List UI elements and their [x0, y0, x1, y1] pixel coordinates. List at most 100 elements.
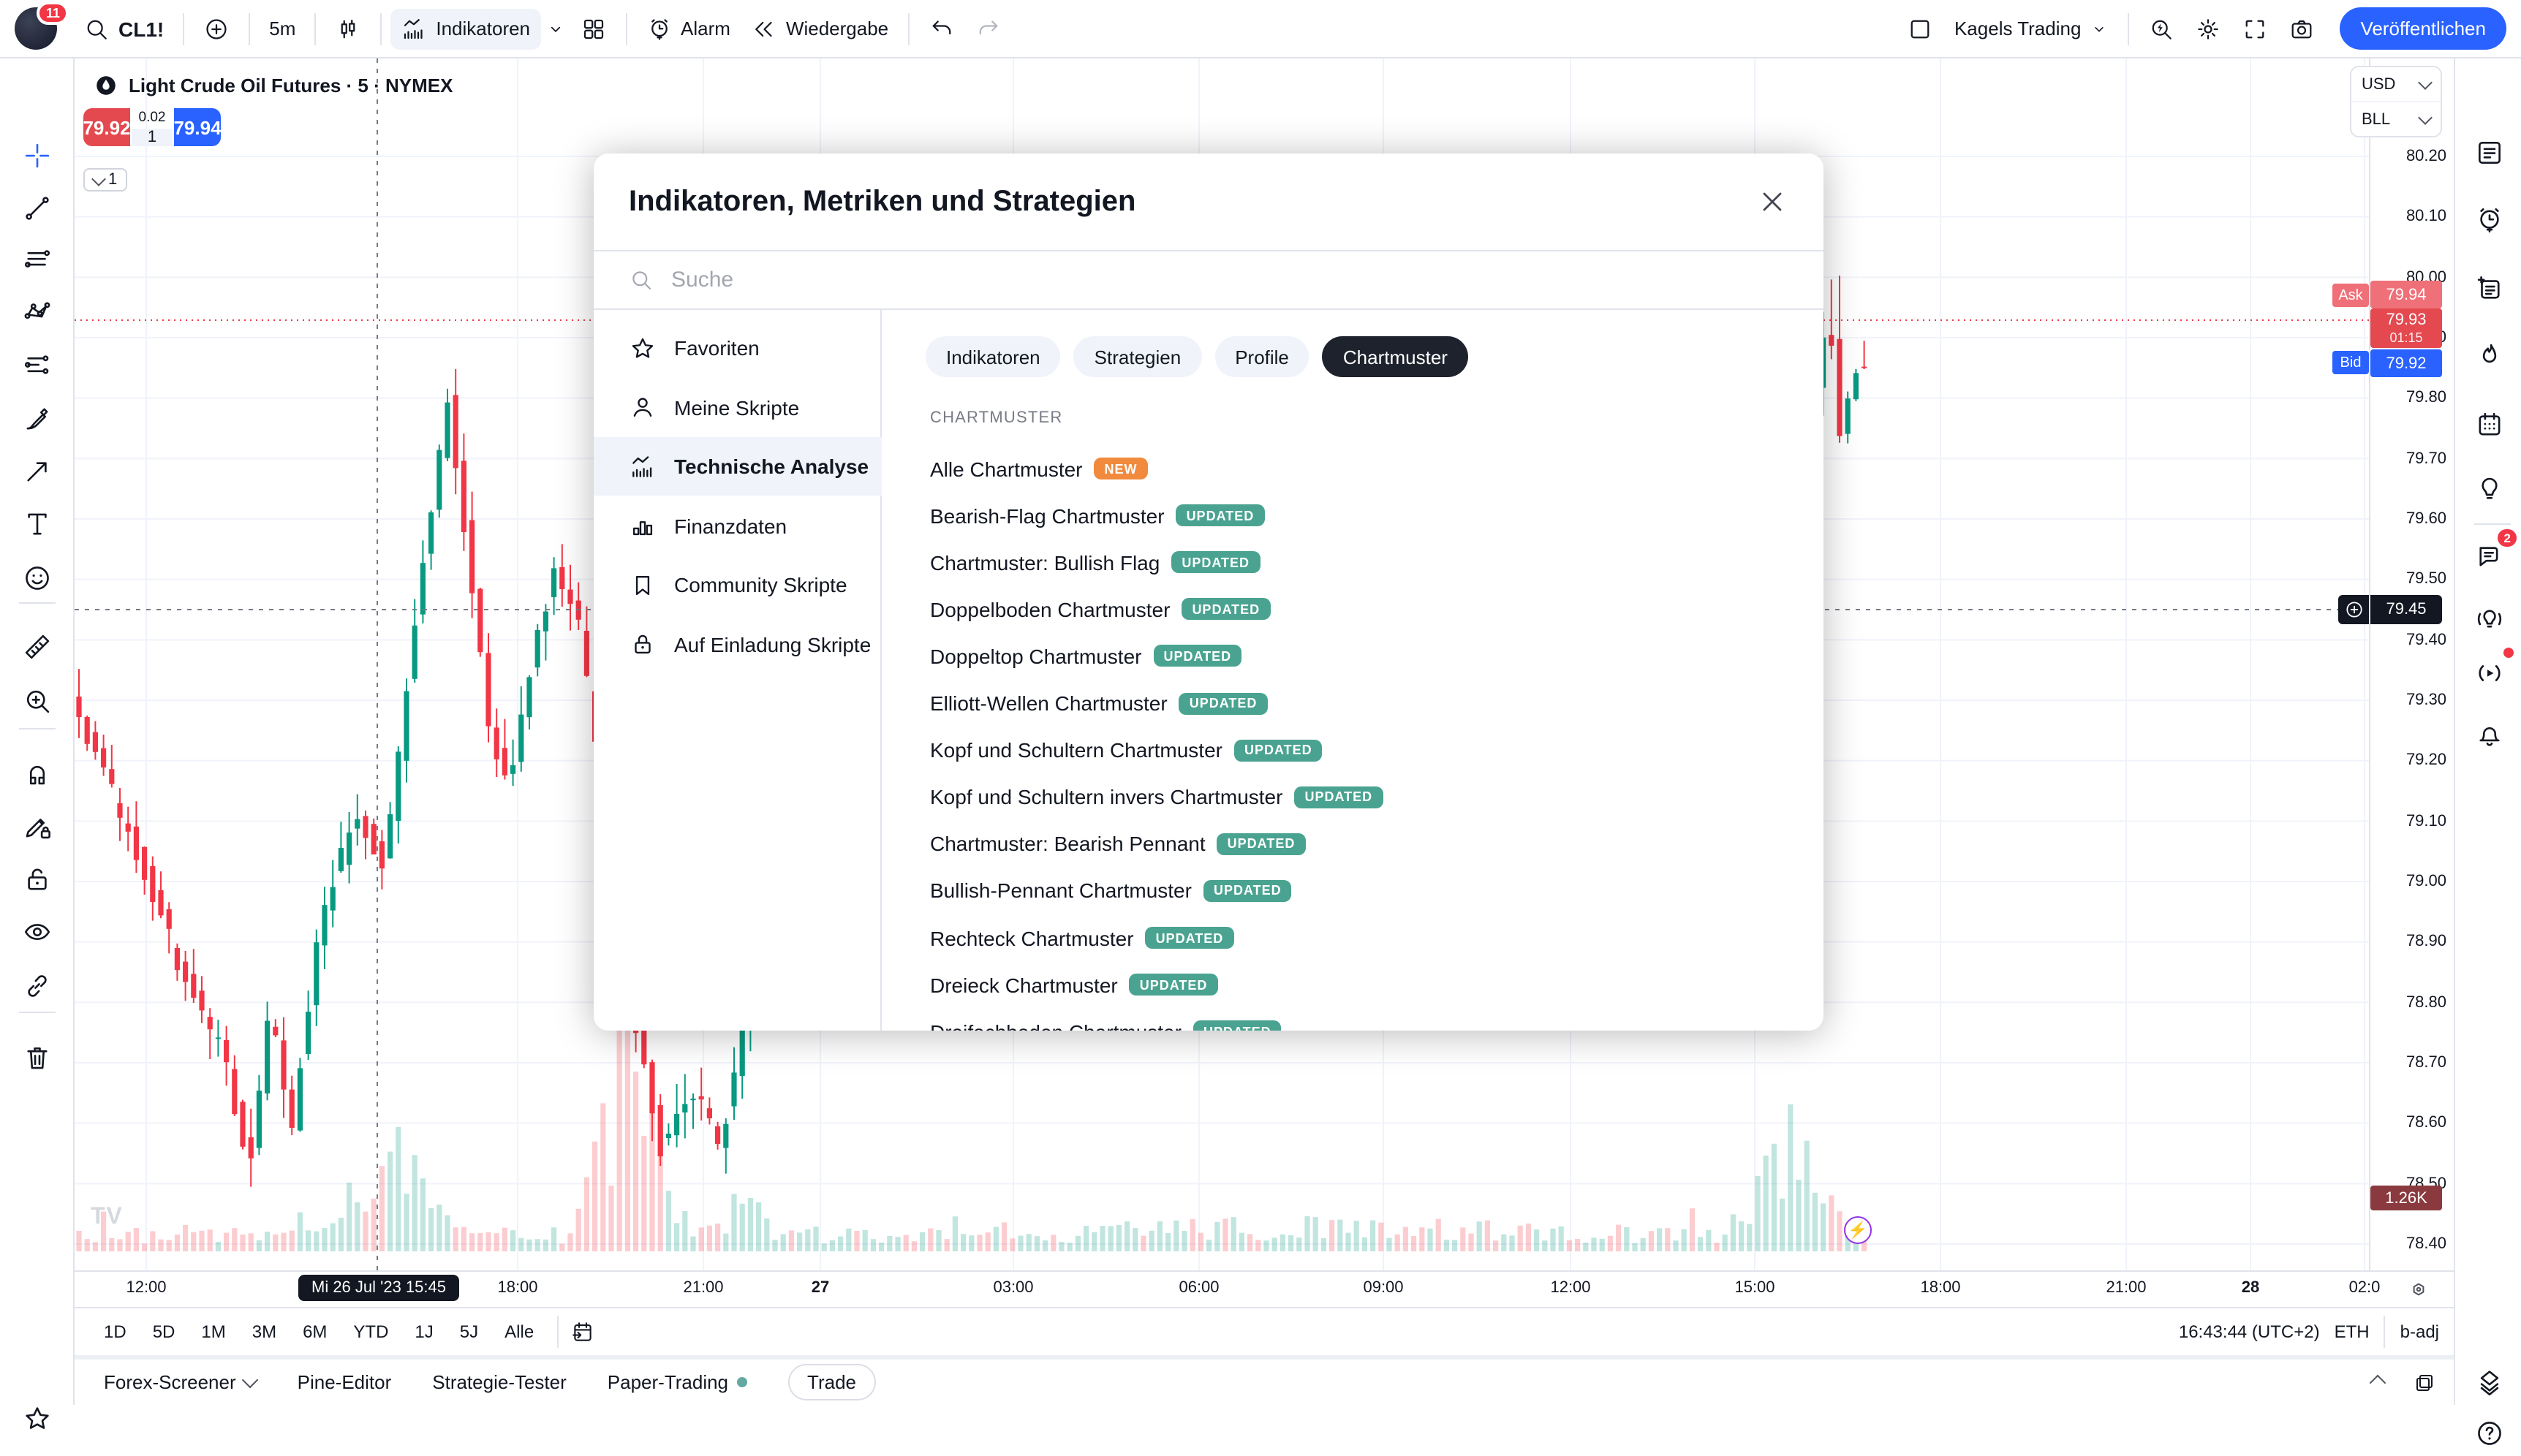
- chartmuster-list-item[interactable]: Doppelboden Chartmuster UPDATED: [930, 594, 1271, 626]
- interval-button[interactable]: 5m: [269, 18, 296, 39]
- sidebar-alarm-clock-button[interactable]: [2465, 196, 2512, 243]
- dialog-sidebar-auf-einladung-skripte[interactable]: Auf Einladung Skripte: [594, 615, 882, 673]
- tool-hide-all-drawings[interactable]: [13, 908, 61, 956]
- chartmuster-list-item[interactable]: Kopf und Schultern Chartmuster UPDATED: [930, 734, 1323, 766]
- bot-signal-icon[interactable]: ⚡: [1844, 1216, 1872, 1244]
- bottom-tab-paper-trading[interactable]: Paper-Trading: [608, 1371, 748, 1393]
- dialog-sidebar-finanzdaten[interactable]: Finanzdaten: [594, 496, 882, 555]
- compare-add-button[interactable]: [193, 8, 240, 49]
- chartmuster-list-item[interactable]: Bullish-Pennant Chartmuster UPDATED: [930, 875, 1292, 907]
- snapshot-button[interactable]: [2278, 8, 2325, 49]
- sidebar-streams-button[interactable]: [2465, 646, 2515, 696]
- range-3M[interactable]: 3M: [252, 1322, 277, 1342]
- tool-measure-ruler[interactable]: [13, 623, 61, 671]
- bottom-tab-pine-editor[interactable]: Pine-Editor: [297, 1371, 392, 1393]
- chartmuster-list-item[interactable]: Bearish-Flag Chartmuster UPDATED: [930, 499, 1265, 531]
- drawing-favorites-button[interactable]: [13, 1395, 61, 1443]
- tool-brush[interactable]: [13, 395, 61, 443]
- quantity-value[interactable]: 1: [132, 129, 173, 146]
- chartmuster-list-item[interactable]: Chartmuster: Bullish Flag UPDATED: [930, 546, 1260, 578]
- dialog-tab-chartmuster[interactable]: Chartmuster: [1322, 336, 1468, 377]
- fullscreen-button[interactable]: [2231, 8, 2278, 49]
- goto-date-icon[interactable]: [570, 1319, 595, 1344]
- adjustment-toggle[interactable]: b-adj: [2400, 1322, 2439, 1342]
- undo-button[interactable]: [918, 8, 964, 49]
- user-menu[interactable]: 11: [15, 1, 69, 50]
- sidebar-notifications-button[interactable]: [2465, 710, 2512, 757]
- sidebar-watchlist-button[interactable]: [2465, 129, 2512, 175]
- layout-name-menu[interactable]: Kagels Trading: [1944, 8, 2119, 49]
- tool-long-short-position[interactable]: [13, 341, 61, 389]
- sidebar-live-ideas-button[interactable]: [2465, 595, 2512, 642]
- session-toggle[interactable]: ETH: [2334, 1322, 2370, 1342]
- range-Alle[interactable]: Alle: [504, 1322, 534, 1342]
- replay-button[interactable]: Wiedergabe: [741, 8, 899, 49]
- time-axis[interactable]: 12:00 18:00 21:00 27 03:00 06:00 09:00 12:00 15:…: [75, 1270, 2454, 1307]
- sidebar-notes-button[interactable]: [2465, 265, 2512, 311]
- unit-toggle[interactable]: BLL: [2351, 102, 2441, 137]
- sidebar-help-button[interactable]: [2465, 1409, 2512, 1456]
- chart-legend[interactable]: Light Crude Oil Futures · 5 · NYMEX: [94, 73, 453, 98]
- redo-button[interactable]: [964, 8, 1011, 49]
- layout-panel-button[interactable]: [1897, 8, 1944, 49]
- chartmuster-list-item[interactable]: Rechteck Chartmuster UPDATED: [930, 922, 1234, 954]
- tool-drawing-pencil-lock[interactable]: [13, 803, 61, 851]
- sidebar-ideas-button[interactable]: [2465, 465, 2512, 512]
- tool-parallel-channel[interactable]: [13, 235, 61, 284]
- tool-remove-all-drawings[interactable]: [13, 1034, 61, 1082]
- chart-style-button[interactable]: [325, 8, 371, 49]
- crosshair-add-button[interactable]: [2338, 595, 2369, 624]
- clock[interactable]: 16:43:44 (UTC+2): [2178, 1322, 2320, 1342]
- chartmuster-list-item[interactable]: Chartmuster: Bearish Pennant UPDATED: [930, 828, 1306, 860]
- chart-settings-button[interactable]: [2185, 8, 2231, 49]
- range-1D[interactable]: 1D: [104, 1322, 126, 1342]
- buy-button[interactable]: 79.94: [173, 108, 222, 146]
- range-1M[interactable]: 1M: [201, 1322, 226, 1342]
- symbol-search-button[interactable]: CL1!: [73, 8, 174, 49]
- search-input[interactable]: [671, 268, 1788, 292]
- tool-crosshair[interactable]: [13, 132, 61, 180]
- dialog-tab-indikatoren[interactable]: Indikatoren: [926, 336, 1061, 377]
- dialog-sidebar-technische-analyse[interactable]: Technische Analyse: [594, 437, 882, 496]
- chartmuster-list-item[interactable]: Elliott-Wellen Chartmuster UPDATED: [930, 687, 1268, 719]
- price-axis[interactable]: 80.2080.1080.0079.9079.8079.7079.6079.50…: [2369, 58, 2454, 1270]
- tool-lock-all-drawings[interactable]: [13, 855, 61, 903]
- dialog-tab-strategien[interactable]: Strategien: [1073, 336, 1202, 377]
- tool-zoom-in[interactable]: [13, 677, 61, 725]
- range-6M[interactable]: 6M: [303, 1322, 328, 1342]
- range-5D[interactable]: 5D: [152, 1322, 175, 1342]
- maximize-panel-icon[interactable]: [2413, 1370, 2436, 1394]
- chartmuster-list-item[interactable]: Dreieck Chartmuster UPDATED: [930, 968, 1218, 1001]
- indicators-button[interactable]: Indikatoren: [390, 8, 541, 49]
- tool-link-drawings[interactable]: [13, 962, 61, 1010]
- tool-xabcd-pattern[interactable]: [13, 288, 61, 336]
- currency-toggle[interactable]: USD: [2351, 67, 2441, 102]
- indicator-templates-button[interactable]: [540, 8, 570, 49]
- dialog-tab-profile[interactable]: Profile: [1214, 336, 1309, 377]
- sidebar-hotlists-button[interactable]: [2465, 332, 2512, 379]
- bottom-tab-strategie-tester[interactable]: Strategie-Tester: [432, 1371, 567, 1393]
- chartmuster-list-item[interactable]: Doppeltop Chartmuster UPDATED: [930, 640, 1242, 672]
- range-1J[interactable]: 1J: [415, 1322, 434, 1342]
- publish-button[interactable]: Veröffentlichen: [2340, 7, 2506, 50]
- chartmuster-list-item[interactable]: Alle Chartmuster NEW: [930, 452, 1148, 485]
- tool-trend-line[interactable]: [13, 184, 61, 232]
- chartmuster-list-item[interactable]: Kopf und Schultern invers Chartmuster UPD…: [930, 781, 1383, 813]
- close-icon[interactable]: [1756, 186, 1788, 218]
- alert-button[interactable]: Alarm: [635, 8, 741, 49]
- tool-arrow[interactable]: [13, 447, 61, 496]
- tool-emoji[interactable]: [13, 554, 61, 602]
- bottom-tab-forex-screener[interactable]: Forex-Screener: [104, 1370, 259, 1393]
- range-5J[interactable]: 5J: [459, 1322, 479, 1342]
- time-axis-settings-icon[interactable]: [2407, 1278, 2430, 1301]
- tool-magnet[interactable]: [13, 748, 61, 797]
- quick-search-button[interactable]: [2138, 8, 2185, 49]
- sidebar-chat-button[interactable]: 2: [2465, 528, 2518, 579]
- collapse-panel-icon[interactable]: [2369, 1373, 2386, 1391]
- range-YTD[interactable]: YTD: [353, 1322, 389, 1342]
- dialog-sidebar-meine-skripte[interactable]: Meine Skripte: [594, 378, 882, 436]
- layout-grid-button[interactable]: [570, 8, 616, 49]
- sidebar-calendar-button[interactable]: [2465, 401, 2512, 447]
- dialog-sidebar-favoriten[interactable]: Favoriten: [594, 319, 882, 377]
- sidebar-object-tree-button[interactable]: [2465, 1358, 2512, 1405]
